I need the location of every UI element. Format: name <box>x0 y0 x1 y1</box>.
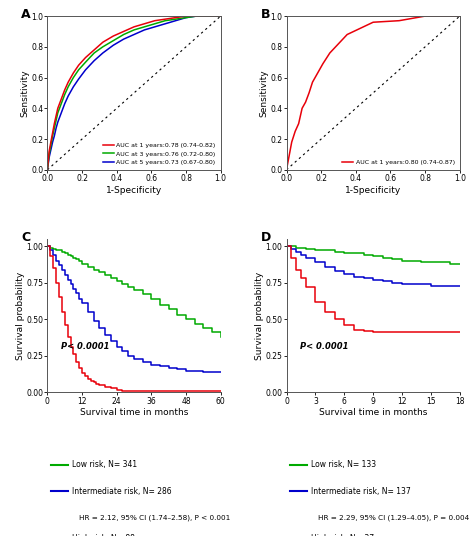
Text: Intermediate risk, N= 286: Intermediate risk, N= 286 <box>72 487 171 496</box>
Text: P< 0.0001: P< 0.0001 <box>301 343 349 352</box>
Y-axis label: Survival probability: Survival probability <box>16 272 25 360</box>
Y-axis label: Survival probability: Survival probability <box>255 272 264 360</box>
Text: High risk, N= 37: High risk, N= 37 <box>311 534 374 536</box>
Legend: AUC at 1 years:0.80 (0.74-0.87): AUC at 1 years:0.80 (0.74-0.87) <box>340 158 456 167</box>
Text: High risk, N= 88: High risk, N= 88 <box>72 534 135 536</box>
X-axis label: 1-Specificity: 1-Specificity <box>106 185 162 195</box>
Legend: AUC at 1 years:0.78 (0.74-0.82), AUC at 3 years:0.76 (0.72-0.80), AUC at 5 years: AUC at 1 years:0.78 (0.74-0.82), AUC at … <box>101 141 218 167</box>
Text: D: D <box>261 231 271 244</box>
Text: B: B <box>261 9 270 21</box>
Text: Low risk, N= 133: Low risk, N= 133 <box>311 460 376 470</box>
X-axis label: 1-Specificity: 1-Specificity <box>345 185 401 195</box>
Y-axis label: Sensitivity: Sensitivity <box>260 69 269 117</box>
X-axis label: Survival time in months: Survival time in months <box>319 408 428 418</box>
Text: Low risk, N= 341: Low risk, N= 341 <box>72 460 137 470</box>
Text: A: A <box>21 9 31 21</box>
Text: P< 0.0001: P< 0.0001 <box>61 343 110 352</box>
Text: Intermediate risk, N= 137: Intermediate risk, N= 137 <box>311 487 410 496</box>
Text: C: C <box>21 231 30 244</box>
Y-axis label: Sensitivity: Sensitivity <box>21 69 30 117</box>
Text: HR = 2.12, 95% CI (1.74–2.58), P < 0.001: HR = 2.12, 95% CI (1.74–2.58), P < 0.001 <box>79 514 230 521</box>
Text: HR = 2.29, 95% CI (1.29–4.05), P = 0.004: HR = 2.29, 95% CI (1.29–4.05), P = 0.004 <box>318 514 469 521</box>
X-axis label: Survival time in months: Survival time in months <box>80 408 188 418</box>
